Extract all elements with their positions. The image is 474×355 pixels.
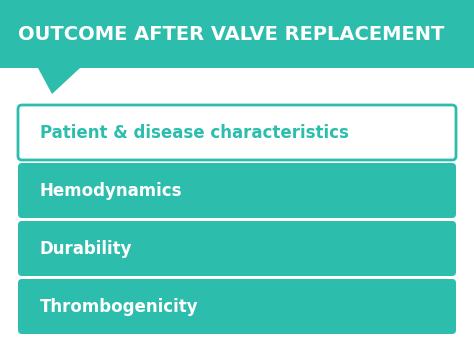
Text: Patient & disease characteristics: Patient & disease characteristics [40, 124, 349, 142]
Text: OUTCOME AFTER VALVE REPLACEMENT: OUTCOME AFTER VALVE REPLACEMENT [18, 24, 444, 44]
Text: Durability: Durability [40, 240, 133, 257]
FancyBboxPatch shape [18, 279, 456, 334]
Text: Hemodynamics: Hemodynamics [40, 181, 182, 200]
Polygon shape [38, 68, 80, 94]
FancyBboxPatch shape [18, 105, 456, 160]
FancyBboxPatch shape [0, 0, 474, 68]
Text: Thrombogenicity: Thrombogenicity [40, 297, 199, 316]
FancyBboxPatch shape [18, 163, 456, 218]
FancyBboxPatch shape [18, 221, 456, 276]
